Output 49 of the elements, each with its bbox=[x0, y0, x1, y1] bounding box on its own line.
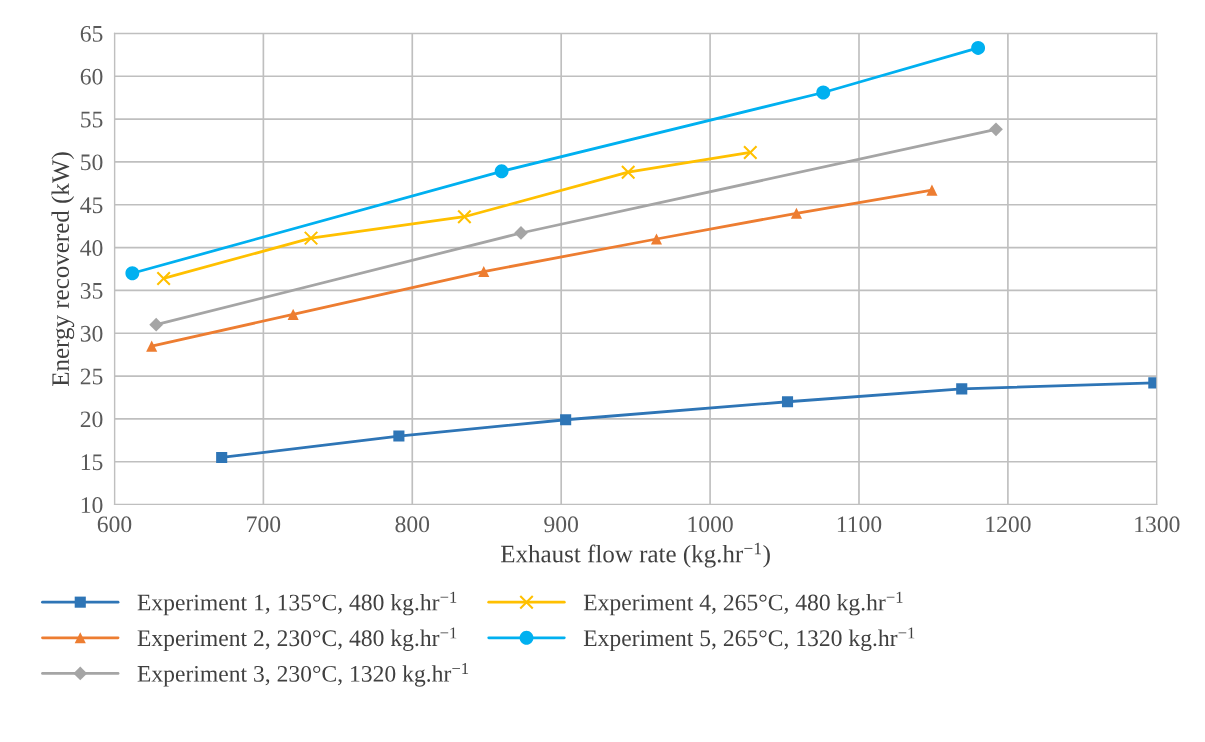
legend-label: Experiment 5, 265°C, 1320 kg.hr$^{−1}$ bbox=[583, 627, 915, 652]
point bbox=[743, 145, 758, 160]
point bbox=[156, 271, 171, 286]
point bbox=[478, 265, 490, 278]
x-tick-label: 1000 bbox=[688, 516, 733, 533]
y-tick-label: 65 bbox=[80, 25, 103, 42]
point bbox=[146, 340, 158, 352]
point bbox=[781, 396, 794, 408]
y-tick-label: 15 bbox=[81, 454, 103, 471]
x-tick-label: 600 bbox=[97, 516, 132, 533]
x-tick-label: 700 bbox=[247, 516, 281, 533]
y-axis-title: Energy recovered (kW) bbox=[51, 152, 75, 387]
point bbox=[989, 122, 1003, 137]
point bbox=[650, 233, 663, 245]
point bbox=[457, 209, 472, 225]
point bbox=[287, 308, 299, 320]
x-tick-label: 1300 bbox=[1135, 516, 1180, 533]
y-tick-label: 35 bbox=[80, 282, 103, 299]
point bbox=[125, 266, 140, 281]
x-tick-label: 1100 bbox=[837, 516, 882, 533]
x-tick-label: 1200 bbox=[986, 516, 1031, 533]
point bbox=[620, 164, 636, 180]
point bbox=[956, 383, 968, 395]
x-tick-label: 800 bbox=[395, 516, 430, 533]
point bbox=[971, 41, 986, 55]
point bbox=[303, 230, 319, 246]
y-tick-label: 40 bbox=[80, 240, 103, 256]
point bbox=[393, 430, 405, 442]
x-tick-label: 900 bbox=[544, 516, 578, 533]
point bbox=[560, 414, 572, 426]
legend-label: Experiment 4, 265°C, 480 kg.hr$^{−1}$ bbox=[583, 591, 903, 616]
point bbox=[494, 164, 509, 179]
point bbox=[926, 184, 938, 196]
point bbox=[216, 451, 228, 463]
y-tick-label: 60 bbox=[80, 68, 103, 85]
point bbox=[816, 85, 831, 100]
y-tick-label: 45 bbox=[80, 197, 103, 214]
y-tick-label: 20 bbox=[80, 411, 103, 428]
y-tick-label: 50 bbox=[81, 154, 103, 171]
x-axis-title: Exhaust flow rate (kg.hr$^{−1}$) bbox=[500, 542, 770, 568]
legend-label: Experiment 1, 135°C, 480 kg.hr$^{−1}$ bbox=[137, 591, 457, 616]
legend-label: Experiment 2, 230°C, 480 kg.hr$^{−1}$ bbox=[137, 627, 457, 652]
y-tick-label: 55 bbox=[81, 111, 103, 128]
point bbox=[790, 207, 803, 219]
y-tick-label: 25 bbox=[80, 368, 103, 385]
legend-label: Experiment 3, 230°C, 1320 kg.hr$^{−1}$ bbox=[137, 663, 469, 687]
point bbox=[149, 317, 164, 332]
y-tick-label: 10 bbox=[81, 497, 103, 513]
y-tick-label: 30 bbox=[80, 325, 103, 342]
